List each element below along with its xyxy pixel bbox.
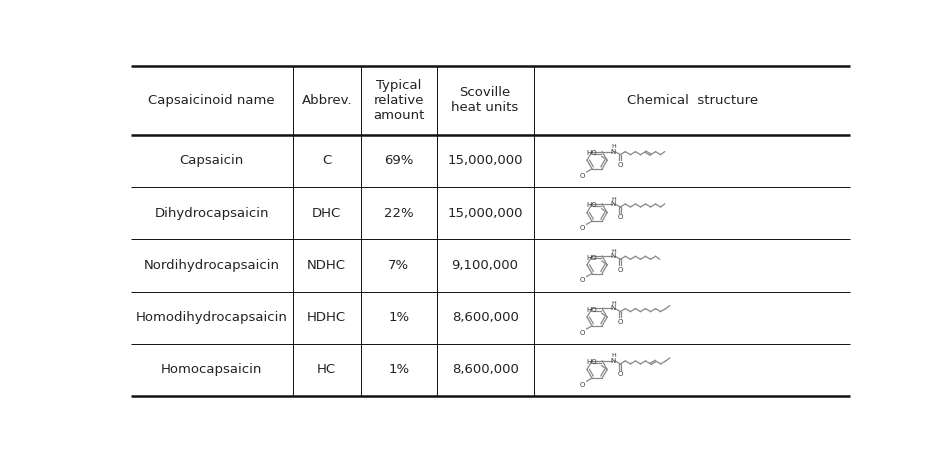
Text: N: N: [610, 358, 615, 364]
Text: H: H: [611, 353, 615, 358]
Text: Scoville
heat units: Scoville heat units: [451, 86, 518, 114]
Text: C: C: [322, 154, 331, 167]
Text: O: O: [617, 267, 623, 273]
Text: N: N: [610, 149, 615, 155]
Text: Capsaicinoid name: Capsaicinoid name: [148, 94, 275, 106]
Text: H: H: [611, 301, 615, 306]
Text: DHC: DHC: [312, 207, 341, 219]
Text: NDHC: NDHC: [307, 259, 346, 272]
Text: HO: HO: [586, 255, 596, 261]
Text: N: N: [610, 201, 615, 207]
Text: H: H: [611, 144, 615, 149]
Text: 15,000,000: 15,000,000: [447, 154, 522, 167]
Text: 9,100,000: 9,100,000: [451, 259, 518, 272]
Text: 22%: 22%: [383, 207, 413, 219]
Text: O: O: [617, 214, 623, 220]
Text: O: O: [617, 319, 623, 325]
Text: 8,600,000: 8,600,000: [451, 364, 518, 376]
Text: HO: HO: [586, 150, 596, 156]
Text: H: H: [611, 196, 615, 202]
Text: Abbrev.: Abbrev.: [301, 94, 352, 106]
Text: O: O: [617, 162, 623, 168]
Text: O: O: [579, 225, 585, 231]
Text: HO: HO: [586, 307, 596, 313]
Text: Homodihydrocapsaicin: Homodihydrocapsaicin: [135, 311, 287, 324]
Text: O: O: [579, 382, 585, 388]
Text: O: O: [579, 330, 585, 336]
Text: HC: HC: [316, 364, 336, 376]
Text: HO: HO: [586, 359, 596, 365]
Text: Homocapsaicin: Homocapsaicin: [161, 364, 262, 376]
Text: O: O: [579, 173, 585, 179]
Text: 8,600,000: 8,600,000: [451, 311, 518, 324]
Text: HO: HO: [586, 202, 596, 208]
Text: H: H: [611, 249, 615, 254]
Text: 69%: 69%: [383, 154, 413, 167]
Text: 7%: 7%: [388, 259, 409, 272]
Text: N: N: [610, 253, 615, 259]
Text: Typical
relative
amount: Typical relative amount: [373, 78, 424, 122]
Text: O: O: [617, 371, 623, 377]
Text: Nordihydrocapsaicin: Nordihydrocapsaicin: [143, 259, 279, 272]
Text: 1%: 1%: [388, 311, 409, 324]
Text: 1%: 1%: [388, 364, 409, 376]
Text: HDHC: HDHC: [307, 311, 346, 324]
Text: Dihydrocapsaicin: Dihydrocapsaicin: [154, 207, 268, 219]
Text: N: N: [610, 306, 615, 312]
Text: O: O: [579, 277, 585, 283]
Text: 15,000,000: 15,000,000: [447, 207, 522, 219]
Text: Capsaicin: Capsaicin: [179, 154, 243, 167]
Text: Chemical  structure: Chemical structure: [625, 94, 757, 106]
